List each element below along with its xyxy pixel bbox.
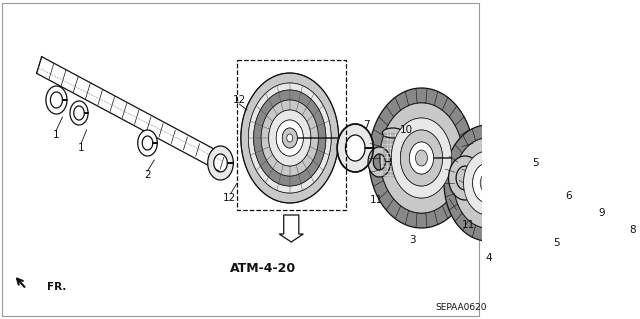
Polygon shape: [70, 101, 88, 125]
Bar: [382, 133, 403, 177]
Polygon shape: [548, 180, 573, 212]
Text: 11: 11: [370, 195, 383, 205]
Polygon shape: [392, 118, 452, 198]
Polygon shape: [269, 110, 311, 166]
Polygon shape: [337, 124, 373, 172]
Text: 10: 10: [400, 125, 413, 135]
Text: 1: 1: [53, 130, 60, 140]
Polygon shape: [369, 88, 474, 228]
Text: 4: 4: [486, 253, 493, 263]
Text: 1: 1: [78, 143, 84, 153]
Text: 2: 2: [144, 170, 151, 180]
Polygon shape: [463, 151, 512, 215]
Polygon shape: [248, 83, 331, 193]
Polygon shape: [276, 120, 303, 156]
Polygon shape: [368, 147, 390, 177]
Polygon shape: [380, 103, 463, 213]
Polygon shape: [506, 156, 532, 190]
Polygon shape: [454, 138, 522, 228]
Bar: [237, 60, 346, 210]
Circle shape: [282, 128, 298, 148]
Text: 5: 5: [532, 158, 539, 168]
Text: 12: 12: [233, 95, 246, 105]
Text: SEPAA0620: SEPAA0620: [435, 303, 486, 313]
Circle shape: [415, 150, 428, 166]
Text: 8: 8: [629, 225, 636, 235]
Polygon shape: [46, 86, 67, 114]
Polygon shape: [444, 125, 531, 241]
Text: 7: 7: [364, 120, 370, 130]
Text: 12: 12: [223, 193, 236, 203]
Circle shape: [480, 173, 495, 193]
Ellipse shape: [382, 128, 403, 138]
Polygon shape: [261, 100, 318, 176]
Polygon shape: [279, 215, 303, 242]
Text: FR.: FR.: [47, 282, 67, 292]
Text: ATM-4-20: ATM-4-20: [230, 262, 296, 275]
Circle shape: [473, 163, 503, 203]
Polygon shape: [138, 130, 157, 156]
Polygon shape: [253, 90, 326, 186]
Text: 6: 6: [566, 191, 572, 201]
Text: 3: 3: [409, 235, 416, 245]
Polygon shape: [401, 130, 442, 186]
Circle shape: [410, 142, 433, 174]
Polygon shape: [208, 146, 234, 180]
Polygon shape: [241, 73, 339, 203]
Text: 11: 11: [461, 220, 475, 230]
Text: 9: 9: [599, 208, 605, 218]
Text: 5: 5: [554, 238, 560, 248]
Circle shape: [287, 134, 292, 142]
Polygon shape: [573, 185, 594, 213]
Polygon shape: [449, 156, 482, 200]
